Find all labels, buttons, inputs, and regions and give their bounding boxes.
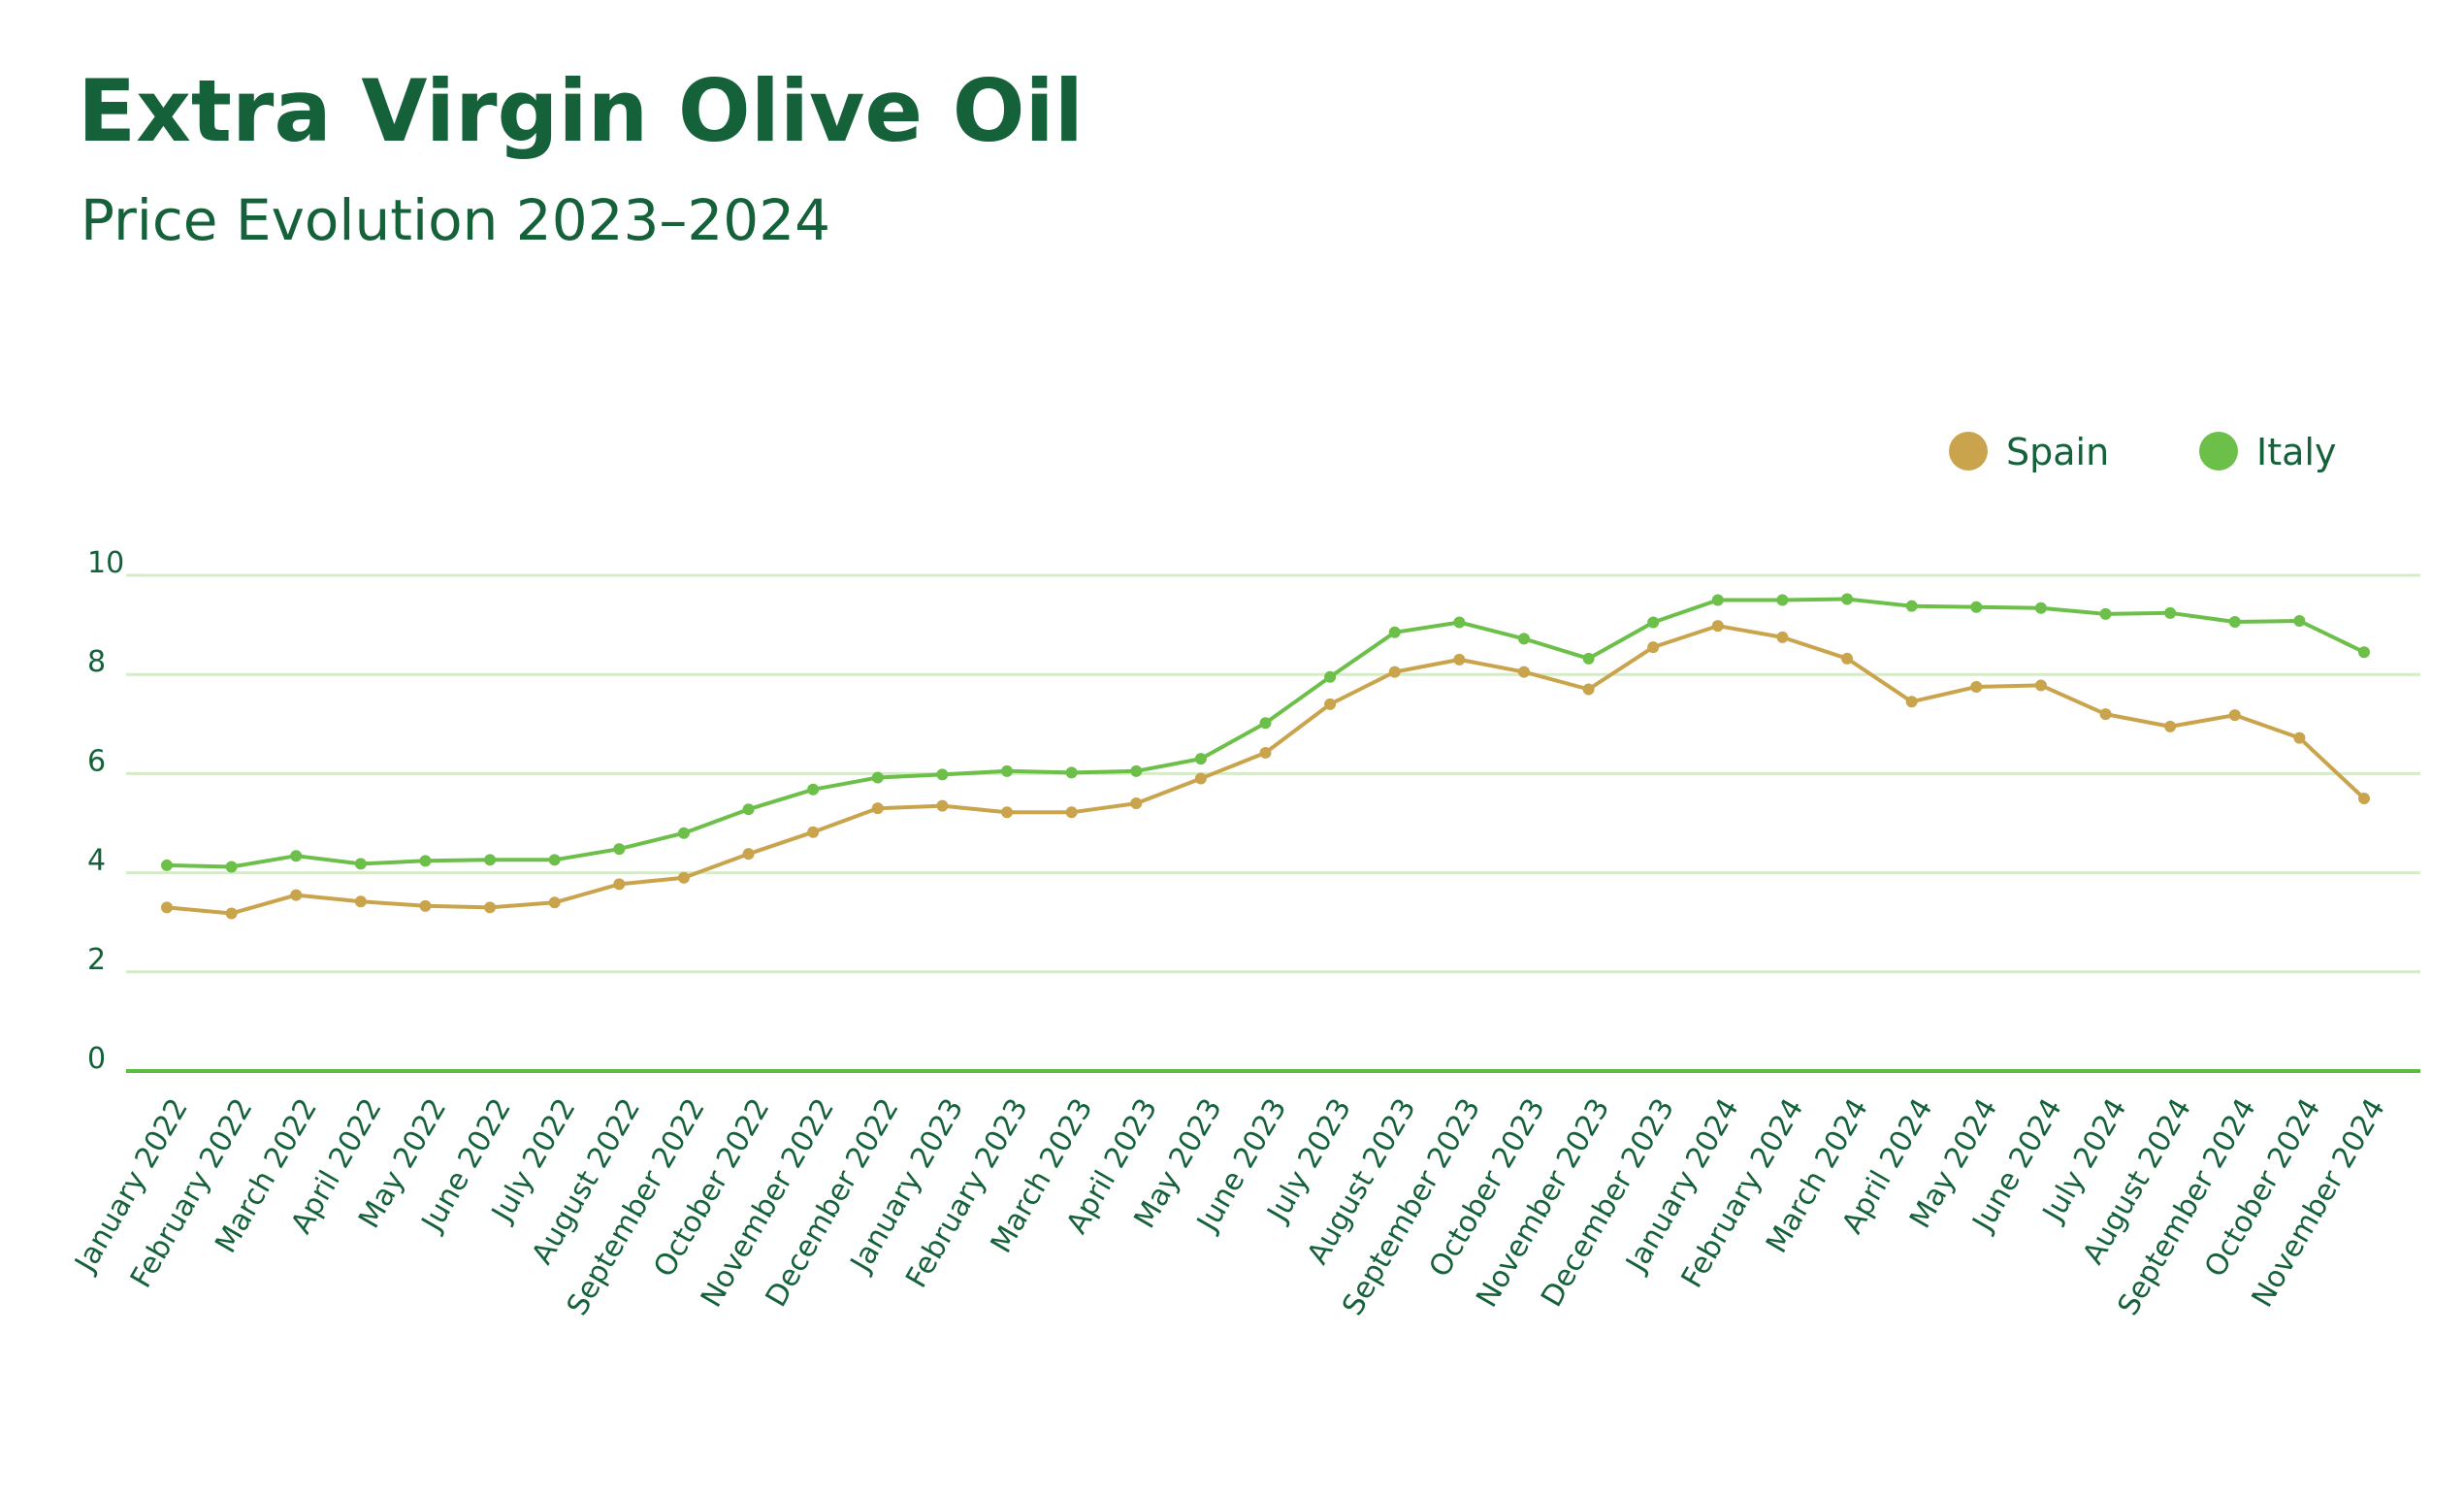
data-point-italy (1194, 753, 1207, 765)
data-point-italy (1905, 600, 1918, 612)
data-point-italy (1711, 594, 1724, 606)
data-point-italy (1001, 764, 1014, 777)
data-point-italy (1453, 616, 1466, 629)
y-tick-label: 10 (87, 546, 124, 580)
series-line-spain (165, 624, 2366, 916)
data-point-italy (1065, 766, 1078, 779)
data-point-spain (742, 848, 755, 861)
data-point-italy (1388, 626, 1401, 638)
data-point-italy (1259, 717, 1272, 730)
data-point-spain (1194, 772, 1207, 785)
data-point-spain (1130, 797, 1143, 810)
legend-marker-italy (2199, 432, 2238, 471)
data-point-spain (936, 799, 949, 812)
data-point-italy (1776, 594, 1789, 606)
data-point-spain (1388, 666, 1401, 678)
data-point-spain (677, 871, 690, 884)
data-point-spain (1453, 653, 1466, 666)
data-point-italy (354, 858, 367, 870)
legend-item-spain: Spain (1949, 431, 2109, 473)
y-tick-label: 4 (87, 844, 106, 878)
data-point-spain (1582, 683, 1595, 696)
data-point-spain (290, 889, 303, 901)
legend-label-italy: Italy (2256, 431, 2336, 473)
data-point-spain (1905, 696, 1918, 708)
data-point-italy (1324, 670, 1337, 683)
data-point-italy (936, 768, 949, 781)
data-point-spain (2034, 679, 2047, 692)
data-point-spain (1259, 746, 1272, 759)
data-point-italy (290, 850, 303, 862)
data-point-italy (484, 854, 497, 866)
data-point-spain (871, 802, 884, 815)
data-point-italy (419, 855, 432, 867)
data-point-italy (1130, 764, 1143, 777)
data-point-italy (1582, 652, 1595, 665)
data-point-spain (1841, 652, 1854, 665)
data-point-italy (1517, 633, 1530, 645)
data-point-spain (1517, 666, 1530, 678)
data-point-spain (613, 878, 626, 891)
data-point-spain (2293, 731, 2306, 744)
data-point-spain (807, 826, 820, 838)
data-point-italy (548, 854, 561, 866)
data-point-spain (225, 907, 238, 920)
data-point-italy (161, 859, 173, 871)
y-axis-ticks: 0 2 4 6 8 10 (87, 546, 124, 1076)
y-tick-label: 0 (87, 1042, 106, 1076)
data-point-italy (677, 827, 690, 839)
legend-label-spain: Spain (2006, 431, 2109, 473)
data-point-spain (1776, 631, 1789, 643)
data-point-spain (419, 899, 432, 912)
data-point-italy (613, 843, 626, 856)
legend-marker-spain (1949, 432, 1988, 471)
chart-subtitle: Price Evolution 2023–2024 (81, 187, 830, 253)
data-point-italy (2164, 606, 2177, 619)
data-point-spain (1324, 698, 1337, 710)
y-tick-label: 2 (87, 943, 106, 977)
data-point-spain (2358, 792, 2370, 804)
data-point-italy (225, 861, 238, 873)
data-point-italy (1841, 593, 1854, 605)
data-point-italy (742, 803, 755, 816)
data-point-italy (1647, 616, 1660, 629)
data-point-spain (548, 896, 561, 909)
data-point-italy (1970, 601, 1983, 613)
data-point-spain (484, 901, 497, 914)
data-point-spain (1711, 620, 1724, 633)
data-point-spain (161, 901, 173, 914)
data-point-italy (2228, 616, 2241, 629)
data-point-spain (1065, 806, 1078, 819)
data-point-spain (1970, 680, 1983, 693)
plot-area (161, 593, 2370, 920)
data-point-spain (2099, 708, 2112, 721)
data-point-spain (2164, 720, 2177, 732)
data-point-spain (1001, 806, 1014, 819)
data-point-spain (2228, 709, 2241, 722)
data-point-spain (354, 895, 367, 908)
data-point-italy (807, 783, 820, 796)
chart-title: Extra Virgin Olive Oil (78, 61, 1084, 161)
data-point-italy (2358, 646, 2370, 659)
legend-item-italy: Italy (2199, 431, 2336, 473)
legend: Spain Italy (1949, 431, 2336, 473)
data-point-spain (1647, 641, 1660, 654)
data-point-italy (871, 771, 884, 784)
series-line-italy (165, 597, 2366, 869)
y-tick-label: 6 (87, 744, 106, 778)
data-point-italy (2293, 615, 2306, 628)
data-point-italy (2034, 601, 2047, 614)
data-point-italy (2099, 607, 2112, 620)
gridlines (126, 573, 2420, 1073)
y-tick-label: 8 (87, 645, 106, 679)
